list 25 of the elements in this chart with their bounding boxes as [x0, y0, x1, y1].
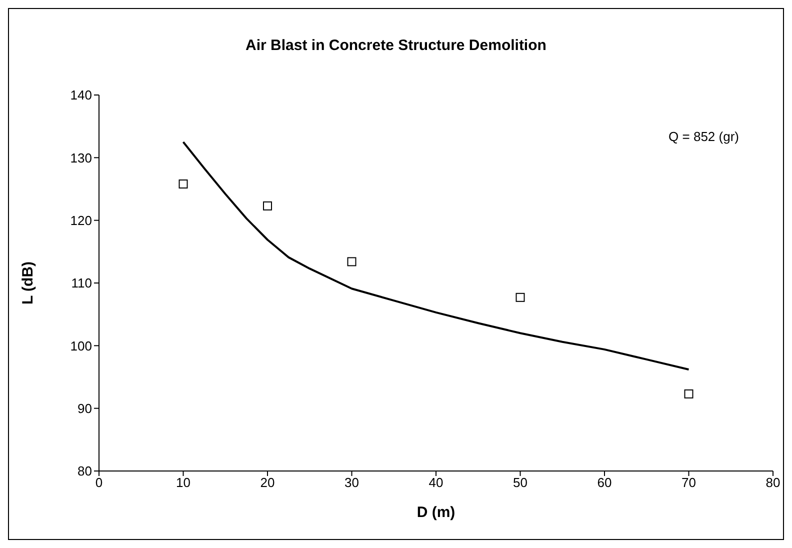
point — [263, 201, 272, 210]
point — [178, 179, 188, 188]
point — [684, 389, 694, 398]
x-tick-label: 80 — [766, 475, 780, 490]
y-tick-label: 90 — [78, 400, 92, 416]
x-tick-label: 20 — [260, 475, 275, 490]
x-tick-label: 50 — [513, 475, 528, 490]
y-tick-label: 120 — [70, 212, 92, 228]
x-axis-title: D (m) — [416, 504, 456, 521]
y-tick-label: 110 — [71, 276, 92, 291]
x-tick-label: 40 — [428, 475, 444, 490]
point — [516, 292, 525, 302]
y-tick-label: 130 — [70, 150, 92, 166]
x-tick-label: 0 — [95, 475, 103, 490]
x-tick-label: 30 — [344, 475, 359, 490]
chart-title: Air Blast in Concrete Structure Demolition — [244, 37, 548, 54]
annotation: Q = 852 (gr) — [668, 129, 739, 144]
y-tick-label: 80 — [78, 464, 92, 479]
x-tick-label: 10 — [176, 475, 190, 490]
y-tick-label: 100 — [70, 338, 92, 354]
x-tick-label: 60 — [597, 475, 612, 490]
y-axis-title: L (dB) — [19, 261, 36, 305]
point — [347, 257, 356, 266]
y-tick-label: 140 — [70, 88, 92, 103]
x-tick-label: 70 — [682, 475, 696, 490]
